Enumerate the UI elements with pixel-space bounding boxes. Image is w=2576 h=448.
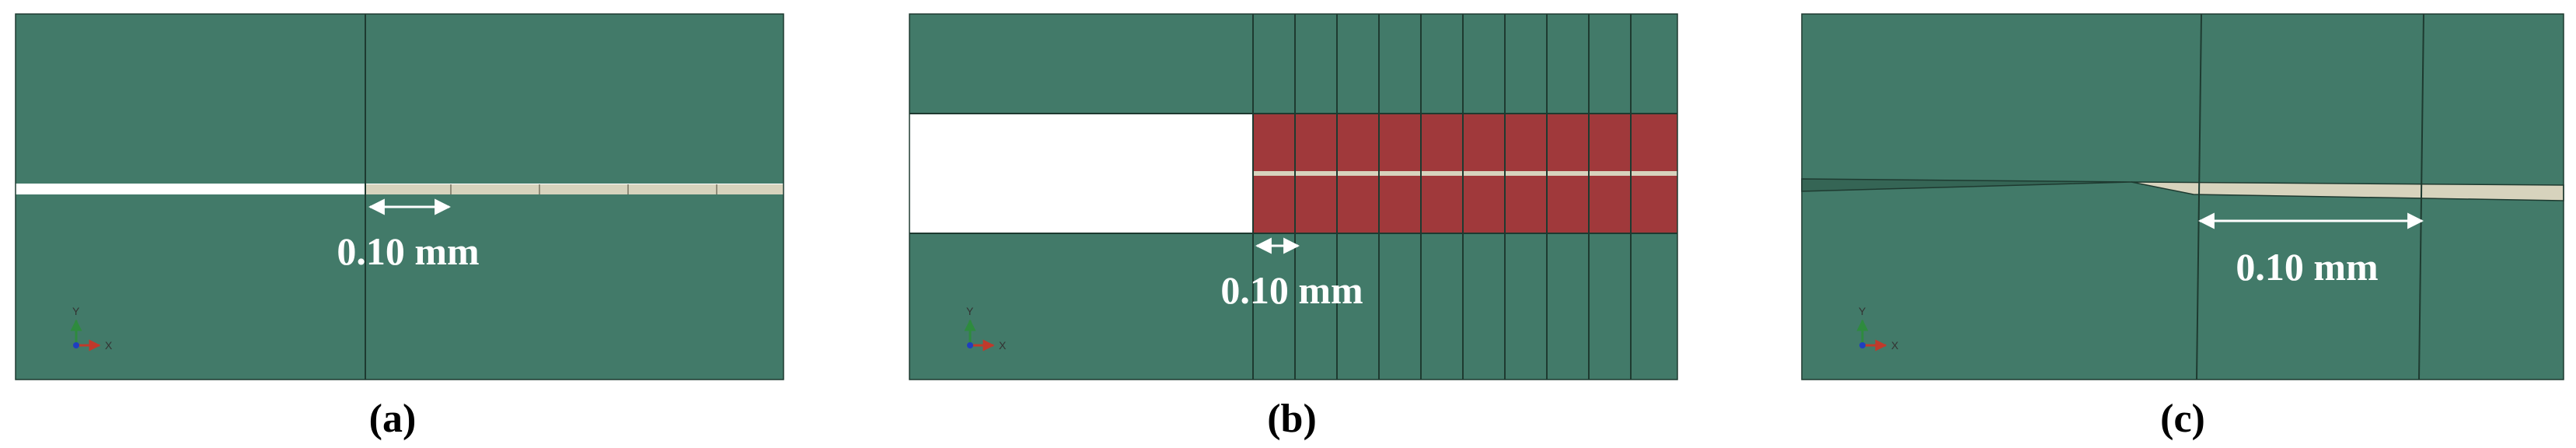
panel-a-axis-x-label: X	[105, 339, 113, 352]
panel-b-cohesive-upper	[1253, 114, 1677, 171]
panel-a-cohesive-elements	[450, 184, 717, 194]
panel-b: 0.10 mm X Y (b)	[909, 13, 1678, 441]
panel-b-element-edges	[909, 14, 1677, 380]
panel-a-caption: (a)	[369, 397, 417, 441]
panel-c-element-edges	[2196, 13, 2424, 380]
panel-b-dimension-label: 0.10 mm	[1220, 268, 1363, 312]
panel-a-crack-open	[16, 184, 365, 194]
panel-a-axis-y-label: Y	[72, 305, 80, 317]
panel-a-dimension-label: 0.10 mm	[337, 229, 479, 273]
panel-b-interface-line	[1253, 171, 1677, 176]
panel-c-axis-y-label: Y	[1859, 305, 1866, 317]
panel-b-upper-block	[909, 14, 1677, 114]
panel-b-outline	[909, 13, 1678, 380]
axis-triad-icon: X Y	[1856, 305, 1899, 352]
panel-c-dimension-label: 0.10 mm	[2236, 245, 2378, 289]
panel-b-axis-y-label: Y	[966, 305, 974, 317]
panel-b-opening	[909, 114, 1253, 233]
panel-c: 0.10 mm X Y (c)	[1801, 13, 2564, 441]
panel-c-outline	[1801, 13, 2564, 380]
panel-b-lower-block	[909, 233, 1677, 380]
axis-triad-icon: X Y	[70, 305, 113, 352]
panel-b-cohesive-lower	[1253, 176, 1677, 233]
panel-b-caption: (b)	[1267, 397, 1317, 441]
panel-a-outline	[15, 13, 784, 380]
axis-triad-icon: X Y	[964, 305, 1007, 352]
panel-a-lower-block	[16, 194, 784, 380]
panel-c-caption: (c)	[2160, 397, 2205, 441]
panel-a-upper-block	[16, 14, 784, 184]
panel-b-axis-x-label: X	[999, 339, 1007, 352]
panel-a-crack-cohesive	[365, 184, 784, 194]
panel-a: 0.10 mm X Y (a)	[15, 13, 784, 441]
panel-c-axis-x-label: X	[1891, 339, 1899, 352]
